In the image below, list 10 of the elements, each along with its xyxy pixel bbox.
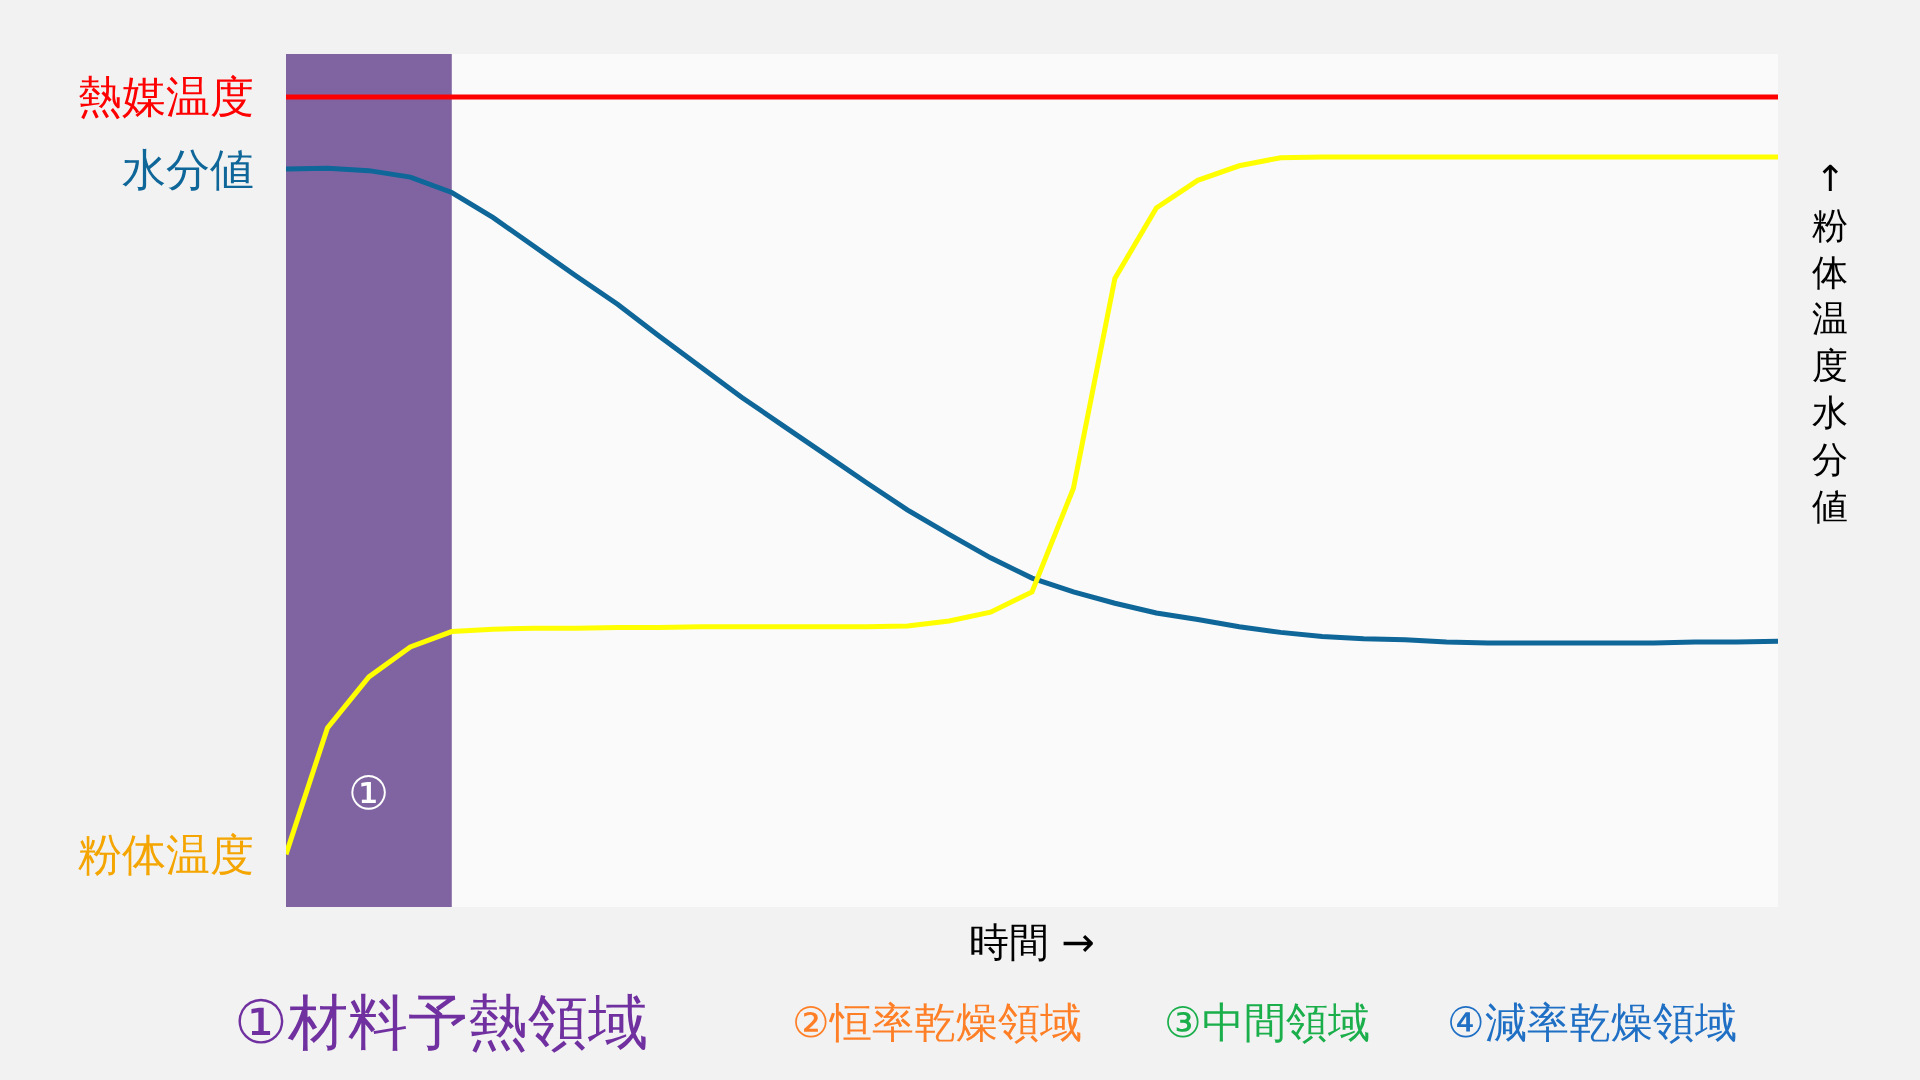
series-label: 水分値 (122, 144, 254, 195)
text: ④減率乾燥領域 (1447, 998, 1737, 1047)
y2-axis-title: ↑粉体温度水分値 (1812, 158, 1848, 527)
x-axis-title: 時間 → (968, 918, 1096, 965)
series-label: 粉体温度 (78, 829, 254, 880)
text: ②恒率乾燥領域 (792, 998, 1082, 1047)
text: ③中間領域 (1164, 998, 1370, 1047)
series-label: 熱媒温度 (78, 71, 254, 122)
annotation: ① (348, 766, 390, 820)
text: ①材料予熱領域 (234, 987, 648, 1057)
